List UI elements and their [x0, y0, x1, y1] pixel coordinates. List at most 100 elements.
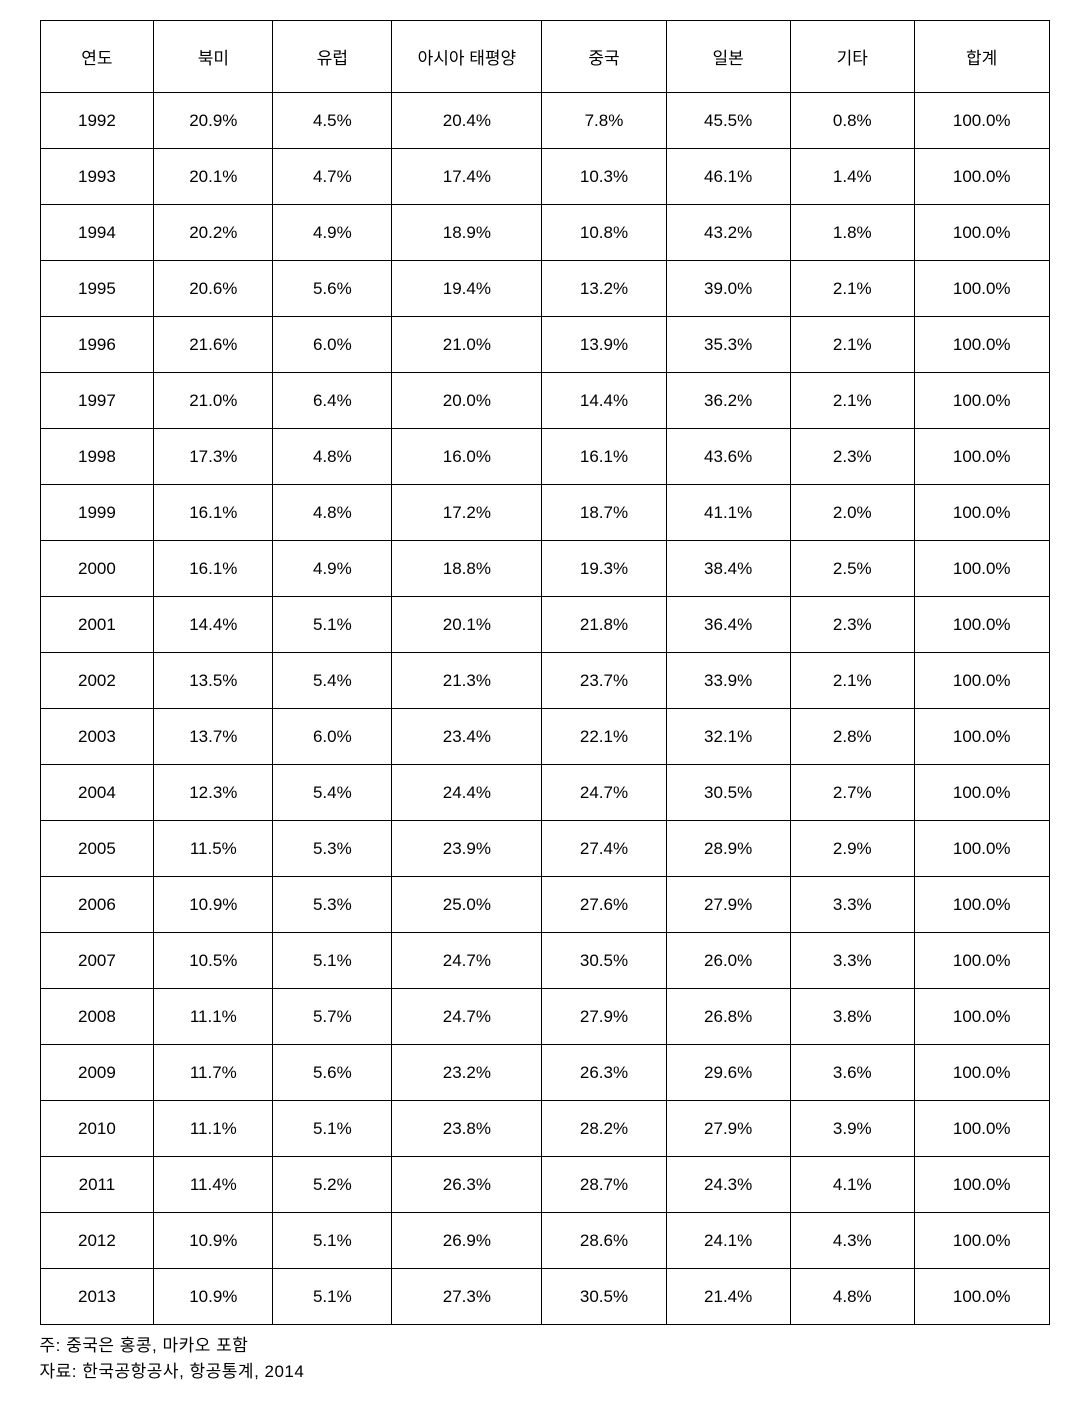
table-cell: 4.9% — [273, 205, 392, 261]
table-cell: 100.0% — [914, 1213, 1049, 1269]
table-cell: 100.0% — [914, 317, 1049, 373]
table-cell: 27.4% — [542, 821, 666, 877]
table-row: 200710.5%5.1%24.7%30.5%26.0%3.3%100.0% — [40, 933, 1049, 989]
table-cell: 5.1% — [273, 1213, 392, 1269]
table-cell: 30.5% — [542, 933, 666, 989]
table-cell: 2.5% — [790, 541, 914, 597]
table-cell: 16.1% — [154, 541, 273, 597]
table-cell: 28.6% — [542, 1213, 666, 1269]
table-cell: 20.1% — [154, 149, 273, 205]
table-cell: 18.7% — [542, 485, 666, 541]
table-cell: 2.1% — [790, 653, 914, 709]
table-cell: 11.1% — [154, 1101, 273, 1157]
table-cell: 5.3% — [273, 877, 392, 933]
table-cell: 20.4% — [392, 93, 542, 149]
table-cell: 45.5% — [666, 93, 790, 149]
table-cell: 5.6% — [273, 261, 392, 317]
table-cell: 27.9% — [542, 989, 666, 1045]
table-row: 200511.5%5.3%23.9%27.4%28.9%2.9%100.0% — [40, 821, 1049, 877]
table-cell: 11.5% — [154, 821, 273, 877]
table-cell: 100.0% — [914, 485, 1049, 541]
table-cell: 18.9% — [392, 205, 542, 261]
table-cell: 21.0% — [154, 373, 273, 429]
table-cell: 3.6% — [790, 1045, 914, 1101]
table-cell: 33.9% — [666, 653, 790, 709]
table-header-row: 연도 북미 유럽 아시아 태평양 중국 일본 기타 합계 — [40, 21, 1049, 93]
table-cell: 21.0% — [392, 317, 542, 373]
table-cell: 4.8% — [273, 429, 392, 485]
table-cell: 4.7% — [273, 149, 392, 205]
header-japan: 일본 — [666, 21, 790, 93]
table-cell: 29.6% — [666, 1045, 790, 1101]
table-cell: 2002 — [40, 653, 154, 709]
table-cell: 4.1% — [790, 1157, 914, 1213]
table-cell: 18.8% — [392, 541, 542, 597]
table-cell: 1999 — [40, 485, 154, 541]
table-row: 199916.1%4.8%17.2%18.7%41.1%2.0%100.0% — [40, 485, 1049, 541]
table-cell: 100.0% — [914, 877, 1049, 933]
table-cell: 36.4% — [666, 597, 790, 653]
table-cell: 10.9% — [154, 1213, 273, 1269]
table-cell: 100.0% — [914, 1045, 1049, 1101]
table-cell: 2.1% — [790, 317, 914, 373]
table-cell: 27.6% — [542, 877, 666, 933]
table-cell: 1.8% — [790, 205, 914, 261]
table-cell: 2011 — [40, 1157, 154, 1213]
table-cell: 27.9% — [666, 877, 790, 933]
table-cell: 12.3% — [154, 765, 273, 821]
table-cell: 11.1% — [154, 989, 273, 1045]
table-cell: 13.5% — [154, 653, 273, 709]
table-cell: 4.8% — [273, 485, 392, 541]
table-cell: 28.7% — [542, 1157, 666, 1213]
table-cell: 2003 — [40, 709, 154, 765]
table-cell: 100.0% — [914, 933, 1049, 989]
table-row: 200811.1%5.7%24.7%27.9%26.8%3.8%100.0% — [40, 989, 1049, 1045]
table-row: 200412.3%5.4%24.4%24.7%30.5%2.7%100.0% — [40, 765, 1049, 821]
table-row: 201111.4%5.2%26.3%28.7%24.3%4.1%100.0% — [40, 1157, 1049, 1213]
header-asia-pacific: 아시아 태평양 — [392, 21, 542, 93]
table-cell: 2000 — [40, 541, 154, 597]
table-cell: 100.0% — [914, 1269, 1049, 1325]
table-cell: 2008 — [40, 989, 154, 1045]
table-cell: 21.8% — [542, 597, 666, 653]
table-row: 200911.7%5.6%23.2%26.3%29.6%3.6%100.0% — [40, 1045, 1049, 1101]
table-cell: 100.0% — [914, 1157, 1049, 1213]
table-cell: 10.8% — [542, 205, 666, 261]
table-cell: 5.1% — [273, 1101, 392, 1157]
table-cell: 100.0% — [914, 261, 1049, 317]
table-cell: 30.5% — [666, 765, 790, 821]
table-cell: 5.3% — [273, 821, 392, 877]
table-cell: 6.4% — [273, 373, 392, 429]
table-cell: 5.1% — [273, 597, 392, 653]
header-other: 기타 — [790, 21, 914, 93]
table-cell: 100.0% — [914, 653, 1049, 709]
table-cell: 5.1% — [273, 933, 392, 989]
table-cell: 2009 — [40, 1045, 154, 1101]
table-cell: 3.3% — [790, 933, 914, 989]
note-line-1: 주: 중국은 홍콩, 마카오 포함 — [40, 1333, 1050, 1359]
table-cell: 24.7% — [392, 933, 542, 989]
table-cell: 43.2% — [666, 205, 790, 261]
table-cell: 17.3% — [154, 429, 273, 485]
table-cell: 100.0% — [914, 149, 1049, 205]
table-cell: 2.8% — [790, 709, 914, 765]
table-cell: 100.0% — [914, 373, 1049, 429]
table-cell: 4.5% — [273, 93, 392, 149]
table-cell: 10.3% — [542, 149, 666, 205]
table-row: 199320.1%4.7%17.4%10.3%46.1%1.4%100.0% — [40, 149, 1049, 205]
table-cell: 1994 — [40, 205, 154, 261]
table-cell: 24.4% — [392, 765, 542, 821]
table-cell: 3.8% — [790, 989, 914, 1045]
table-cell: 23.7% — [542, 653, 666, 709]
table-cell: 24.1% — [666, 1213, 790, 1269]
table-cell: 2006 — [40, 877, 154, 933]
table-cell: 2.1% — [790, 373, 914, 429]
table-cell: 3.9% — [790, 1101, 914, 1157]
table-cell: 26.9% — [392, 1213, 542, 1269]
table-cell: 7.8% — [542, 93, 666, 149]
table-cell: 30.5% — [542, 1269, 666, 1325]
table-row: 199420.2%4.9%18.9%10.8%43.2%1.8%100.0% — [40, 205, 1049, 261]
table-cell: 2.7% — [790, 765, 914, 821]
note-line-2: 자료: 한국공항공사, 항공통계, 2014 — [40, 1359, 1050, 1385]
table-cell: 100.0% — [914, 597, 1049, 653]
